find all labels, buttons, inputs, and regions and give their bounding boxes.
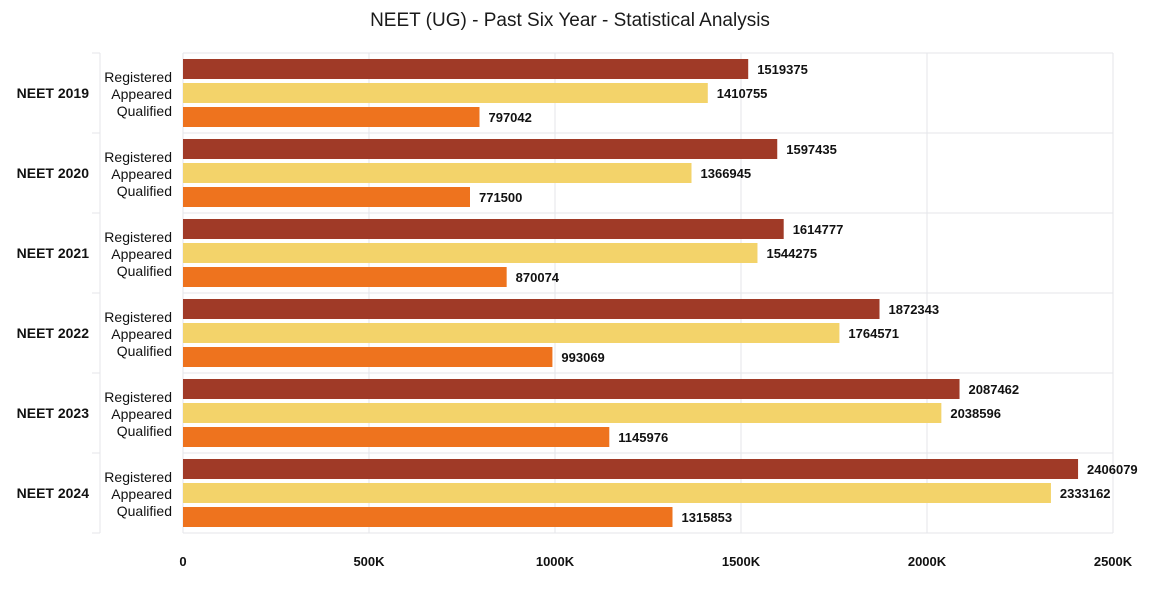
data-label: 2038596 <box>950 406 1001 421</box>
category-label: NEET 2020 <box>17 165 90 181</box>
data-label: 1315853 <box>681 510 732 525</box>
series-label: Qualified <box>117 423 172 439</box>
bar <box>183 347 553 367</box>
series-label: Appeared <box>111 406 172 422</box>
bars-layer <box>183 59 1079 527</box>
bar <box>183 83 708 103</box>
labels-layer: 0 500K 1000K 1500K 2000K 2500K NEET 2019 Regist… <box>17 62 1138 569</box>
series-label: Appeared <box>111 166 172 182</box>
bar <box>183 507 673 527</box>
category-label: NEET 2022 <box>17 325 90 341</box>
bar <box>183 59 749 79</box>
x-tick-label: 2000K <box>908 554 947 569</box>
category-label: NEET 2023 <box>17 405 90 421</box>
x-tick-label: 0 <box>179 554 186 569</box>
bar <box>183 187 470 207</box>
x-tick-label: 1000K <box>536 554 575 569</box>
series-label: Registered <box>104 309 172 325</box>
data-label: 993069 <box>561 350 604 365</box>
bar <box>183 267 507 287</box>
category-label: NEET 2024 <box>17 485 90 501</box>
data-label: 1544275 <box>766 246 817 261</box>
bar <box>183 163 692 183</box>
data-label: 2333162 <box>1060 486 1111 501</box>
grid-layer <box>92 52 1114 534</box>
bar <box>183 403 942 423</box>
bar <box>183 219 784 239</box>
series-label: Qualified <box>117 343 172 359</box>
data-label: 1145976 <box>618 430 668 445</box>
data-label: 1366945 <box>701 166 752 181</box>
bar <box>183 459 1079 479</box>
data-label: 870074 <box>516 270 560 285</box>
series-label: Qualified <box>117 183 172 199</box>
series-label: Registered <box>104 69 172 85</box>
bar <box>183 139 778 159</box>
series-label: Registered <box>104 229 172 245</box>
chart-title: NEET (UG) - Past Six Year - Statistical … <box>370 10 770 31</box>
series-label: Appeared <box>111 246 172 262</box>
x-tick-label: 1500K <box>722 554 761 569</box>
data-label: 1410755 <box>717 86 768 101</box>
data-label: 797042 <box>488 110 531 125</box>
data-label: 1614777 <box>793 222 844 237</box>
series-label: Qualified <box>117 103 172 119</box>
series-label: Qualified <box>117 263 172 279</box>
data-label: 1872343 <box>889 302 940 317</box>
data-label: 771500 <box>479 190 522 205</box>
data-label: 1764571 <box>848 326 899 341</box>
data-label: 1519375 <box>757 62 808 77</box>
bar <box>183 107 480 127</box>
series-label: Registered <box>104 389 172 405</box>
series-label: Appeared <box>111 326 172 342</box>
category-label: NEET 2019 <box>17 85 90 101</box>
series-label: Registered <box>104 149 172 165</box>
x-tick-label: 2500K <box>1094 554 1133 569</box>
series-label: Registered <box>104 469 172 485</box>
series-label: Appeared <box>111 86 172 102</box>
bar <box>183 379 960 399</box>
bar <box>183 243 758 263</box>
bar <box>183 483 1051 503</box>
data-label: 2087462 <box>969 382 1020 397</box>
bar <box>183 323 840 343</box>
series-label: Qualified <box>117 503 172 519</box>
bar <box>183 427 610 447</box>
series-label: Appeared <box>111 486 172 502</box>
bar <box>183 299 880 319</box>
data-label: 1597435 <box>786 142 837 157</box>
data-label: 2406079 <box>1087 462 1138 477</box>
category-label: NEET 2021 <box>17 245 90 261</box>
x-tick-label: 500K <box>353 554 385 569</box>
